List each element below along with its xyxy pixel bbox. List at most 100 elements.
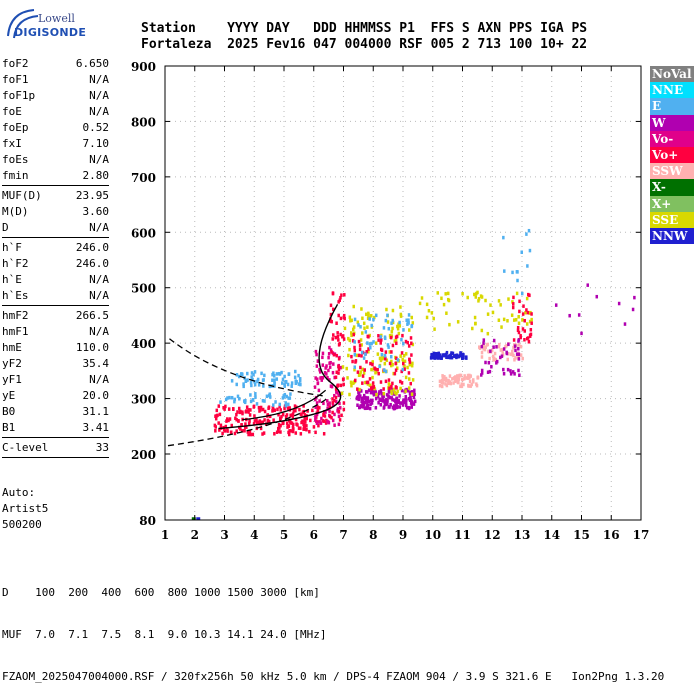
echo-point — [292, 409, 296, 413]
echo-point — [401, 367, 405, 372]
echo-point — [356, 394, 360, 399]
echo-point — [352, 304, 355, 309]
echo-point — [326, 375, 329, 380]
echo-point — [512, 295, 515, 300]
x-tick-label: 1 — [161, 528, 169, 542]
param-value: 3.60 — [82, 205, 110, 218]
x-tick-label: 9 — [399, 528, 407, 542]
echo-point — [288, 396, 292, 400]
echo-point — [404, 389, 407, 393]
echo-point — [477, 299, 480, 303]
param-value: 2.80 — [82, 169, 110, 182]
echo-point — [488, 356, 491, 361]
echo-point — [359, 338, 363, 342]
plot-grid — [164, 66, 642, 520]
echo-point — [383, 400, 386, 404]
echo-point — [245, 409, 248, 413]
echo-point — [488, 369, 492, 374]
echo-point — [528, 248, 532, 253]
echo-point — [492, 345, 495, 349]
echo-point — [430, 311, 434, 315]
echo-point — [309, 418, 312, 423]
echo-point — [318, 420, 321, 424]
echo-point — [490, 364, 493, 369]
echo-point — [382, 391, 386, 396]
echo-point — [353, 348, 357, 353]
echo-point — [499, 348, 503, 352]
echo-point — [476, 376, 480, 380]
lowell-digisonde-logo — [4, 6, 80, 40]
echo-point — [497, 299, 501, 303]
echo-point — [512, 346, 516, 350]
echo-point — [361, 331, 364, 335]
echo-point — [277, 426, 280, 431]
param-row: MUF(D) 23.95 — [2, 188, 109, 204]
echo-point — [283, 374, 286, 379]
echo-point — [371, 375, 374, 380]
echo-point — [219, 400, 222, 404]
echo-point — [359, 325, 362, 329]
echo-point — [446, 291, 450, 296]
echo-point — [299, 432, 303, 436]
autoscaling-info: Auto: Artist5 500200 — [2, 485, 48, 533]
echo-point — [252, 422, 256, 426]
footer: D 100 200 400 600 800 1000 1500 3000 [km… — [2, 558, 664, 698]
echo-point — [297, 382, 301, 386]
echo-point — [367, 311, 370, 316]
echo-point — [461, 352, 465, 357]
echo-point — [367, 347, 370, 351]
echo-point — [527, 292, 530, 297]
echo-point — [271, 409, 274, 413]
echo-point — [333, 375, 336, 380]
x-tick-label: 13 — [514, 528, 531, 542]
echo-point — [395, 402, 398, 406]
param-row: yE 20.0 — [2, 388, 109, 404]
echo-point — [233, 397, 237, 402]
echo-point — [445, 311, 448, 315]
echo-point — [505, 351, 509, 356]
legend-item-sse: SSE — [650, 211, 694, 228]
echo-point — [451, 377, 454, 381]
echo-point — [263, 418, 266, 422]
echo-point — [401, 357, 404, 362]
echo-point — [385, 393, 389, 397]
echo-point — [397, 331, 401, 336]
echo-point — [409, 396, 412, 401]
echo-point — [271, 405, 275, 410]
echo-point — [475, 291, 478, 296]
echo-point — [387, 382, 391, 386]
echo-point — [258, 419, 262, 423]
echo-point — [449, 353, 453, 357]
echo-point — [219, 423, 223, 428]
echo-point — [441, 376, 445, 381]
echo-point — [252, 372, 255, 377]
echo-point — [398, 405, 402, 409]
echo-point — [360, 354, 363, 358]
echo-point — [384, 350, 388, 354]
echo-point — [259, 426, 263, 431]
echo-point — [387, 326, 391, 331]
param-value: 3.41 — [82, 421, 110, 434]
echo-point — [404, 352, 408, 356]
echo-point — [255, 418, 258, 422]
echo-point — [356, 370, 360, 374]
echo-point — [308, 429, 311, 434]
echo-point — [240, 422, 243, 427]
echo-point — [235, 382, 238, 387]
echo-point — [388, 386, 391, 391]
echo-point — [437, 351, 441, 356]
echo-point — [372, 385, 375, 389]
echo-point — [465, 356, 468, 360]
echo-point — [332, 362, 335, 366]
echo-point — [502, 317, 506, 322]
echo-point — [287, 432, 291, 437]
echo-point — [379, 347, 383, 352]
echo-point — [363, 406, 367, 410]
echo-point — [395, 386, 398, 390]
echo-point — [390, 321, 393, 325]
param-name: h`F — [2, 241, 22, 254]
echo-point — [298, 407, 301, 412]
echo-point — [357, 323, 360, 327]
echo-point — [491, 354, 495, 359]
echo-point — [454, 377, 458, 382]
